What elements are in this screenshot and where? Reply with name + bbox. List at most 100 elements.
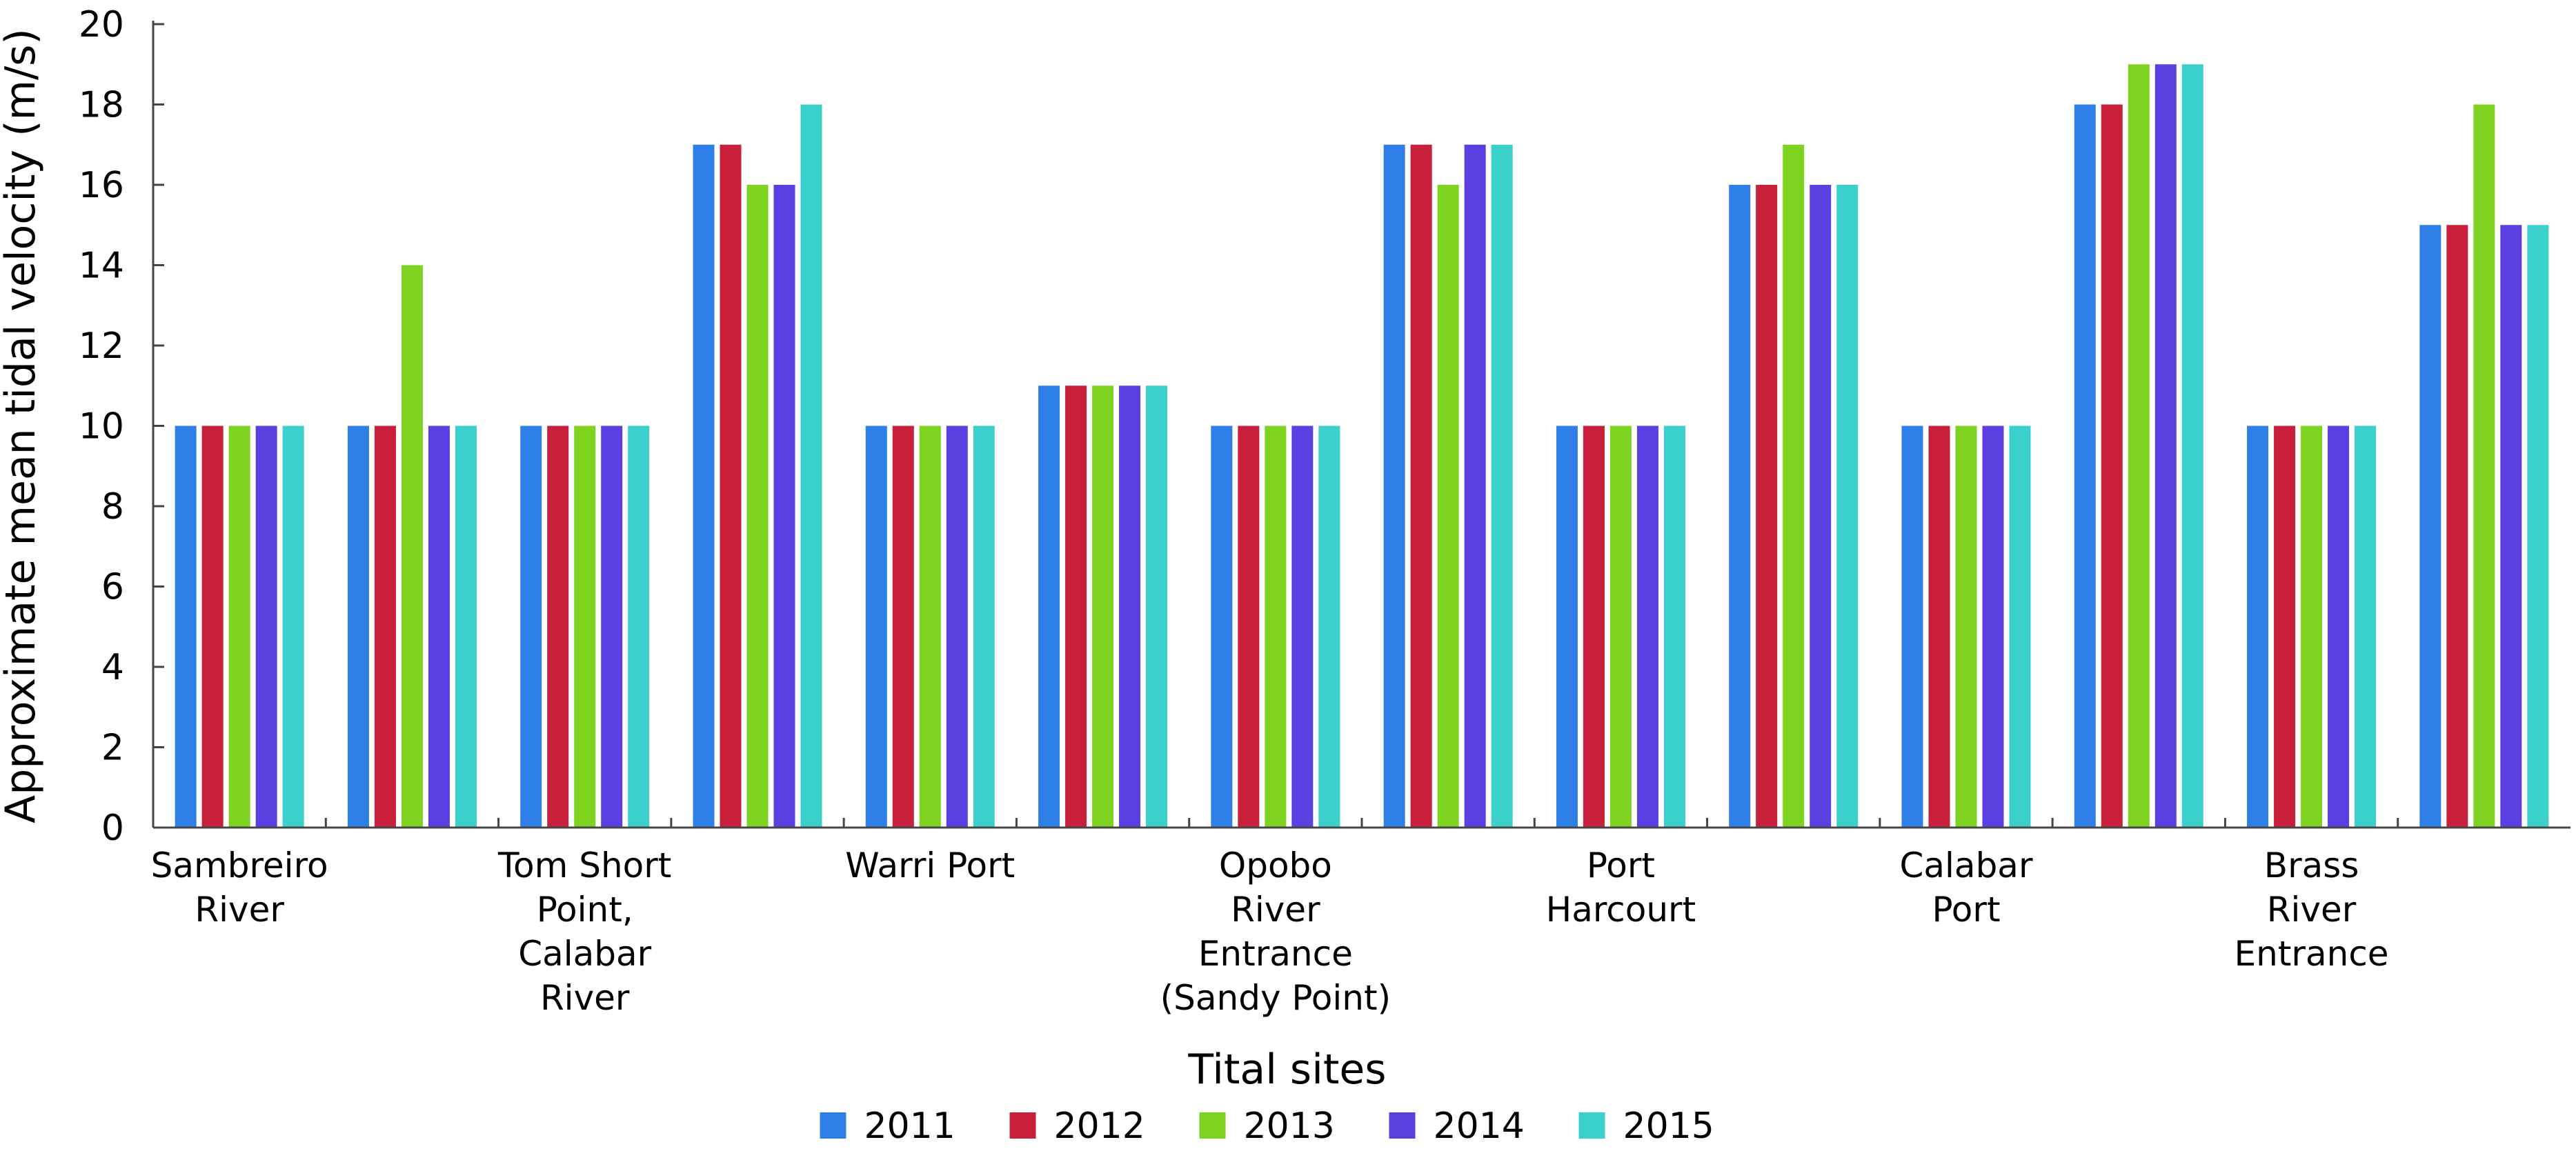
x-category-label-line: (Sandy Point) xyxy=(1160,978,1391,1018)
legend-label-2013: 2013 xyxy=(1244,1105,1335,1147)
bar-2015-13 xyxy=(2527,225,2549,828)
x-category-label-line: Brass xyxy=(2264,845,2359,885)
bar-2012-10 xyxy=(1928,426,1950,828)
legend-swatch-2015 xyxy=(1578,1112,1605,1139)
axes-group xyxy=(152,21,2570,829)
bar-2015-3 xyxy=(800,104,822,828)
bar-2011-6 xyxy=(1211,426,1233,828)
bar-2012-12 xyxy=(2274,426,2296,828)
y-tick-label: 2 xyxy=(101,728,124,769)
bar-2012-7 xyxy=(1410,144,1432,828)
x-category-label-line: Calabar xyxy=(1899,845,2032,885)
bar-2015-10 xyxy=(2009,426,2031,828)
bar-2014-7 xyxy=(1464,144,1486,828)
bar-2013-12 xyxy=(2301,426,2323,828)
legend-label-2012: 2012 xyxy=(1054,1105,1145,1147)
bar-2011-10 xyxy=(1901,426,1923,828)
bar-2014-9 xyxy=(1810,185,1832,828)
y-tick-label: 18 xyxy=(79,85,124,126)
bar-2013-0 xyxy=(228,426,250,828)
bar-2011-13 xyxy=(2419,225,2441,828)
bar-2011-7 xyxy=(1383,144,1405,828)
legend-label-2015: 2015 xyxy=(1623,1105,1714,1147)
bar-2014-8 xyxy=(1636,426,1658,828)
bar-2011-1 xyxy=(347,426,369,828)
y-tick-label: 0 xyxy=(101,808,124,849)
x-category-label: Port Harcourt xyxy=(1546,845,1696,930)
bar-2014-3 xyxy=(773,185,795,828)
x-category-label-line: Sambreiro xyxy=(151,845,328,885)
bar-2015-1 xyxy=(455,426,477,828)
x-category-label: Sambreiro River xyxy=(151,845,328,930)
bar-2012-5 xyxy=(1065,386,1087,828)
bar-2014-0 xyxy=(255,426,277,828)
legend-label-2014: 2014 xyxy=(1434,1105,1525,1147)
legend-swatch-2011 xyxy=(820,1112,846,1139)
x-category-label-line: Tom Short xyxy=(497,845,671,885)
bar-2012-4 xyxy=(892,426,914,828)
bar-2012-2 xyxy=(547,426,569,828)
bar-2013-10 xyxy=(1955,426,1977,828)
bar-2012-6 xyxy=(1238,426,1260,828)
bar-2011-4 xyxy=(865,426,887,828)
bar-2015-5 xyxy=(1146,386,1168,828)
bar-2014-2 xyxy=(601,426,623,828)
x-category-label-line: Point, xyxy=(537,890,633,930)
bar-2012-8 xyxy=(1583,426,1605,828)
bar-2013-13 xyxy=(2473,104,2495,828)
bar-2013-6 xyxy=(1265,426,1287,828)
bar-2014-4 xyxy=(946,426,968,828)
x-category-label-line: Calabar xyxy=(518,934,651,974)
x-category-label-line: Entrance xyxy=(1198,934,1353,974)
bar-2012-11 xyxy=(2101,104,2123,828)
bar-2014-6 xyxy=(1291,426,1314,828)
bar-2013-5 xyxy=(1092,386,1114,828)
x-category-label-line: Entrance xyxy=(2235,934,2389,974)
legend: 2011 2012 2013 2014 2015 xyxy=(820,1105,1714,1147)
bar-2012-3 xyxy=(720,144,742,828)
bar-2013-8 xyxy=(1609,426,1632,828)
bar-2011-9 xyxy=(1729,185,1751,828)
x-category-label: Calabar Port xyxy=(1899,845,2032,930)
bar-2014-12 xyxy=(2328,426,2350,828)
legend-swatch-2012 xyxy=(1009,1112,1036,1139)
bar-2014-5 xyxy=(1119,386,1141,828)
bar-2015-7 xyxy=(1491,144,1513,828)
x-category-label: Brass River Entrance xyxy=(2235,845,2389,974)
bar-2012-0 xyxy=(201,426,224,828)
bar-2014-11 xyxy=(2154,64,2177,828)
x-category-label-line: Warri Port xyxy=(845,845,1015,885)
bar-2015-11 xyxy=(2181,64,2203,828)
bar-2011-5 xyxy=(1038,386,1060,828)
bar-2013-4 xyxy=(919,426,941,828)
x-category-label-line: River xyxy=(195,890,284,930)
bar-2011-11 xyxy=(2074,104,2096,828)
x-category-label: Warri Port xyxy=(845,845,1015,885)
y-tick-label: 16 xyxy=(79,165,124,206)
x-category-label-line: Port xyxy=(1587,845,1655,885)
x-category-label-line: River xyxy=(540,978,630,1018)
bar-2015-4 xyxy=(973,426,995,828)
x-category-label-line: Opobo xyxy=(1219,845,1332,885)
bar-2011-0 xyxy=(175,426,197,828)
y-tick-label: 20 xyxy=(79,4,124,46)
y-tick-label: 10 xyxy=(79,406,124,448)
bar-2013-1 xyxy=(401,265,423,828)
bar-2014-13 xyxy=(2500,225,2522,828)
legend-label-2011: 2011 xyxy=(864,1105,955,1147)
y-axis-title: Approximate mean tidal velocity (m/s) xyxy=(0,28,45,823)
bar-2015-8 xyxy=(1663,426,1685,828)
bar-2013-2 xyxy=(574,426,596,828)
bar-2011-8 xyxy=(1556,426,1578,828)
x-category-label: Tom Short Point, Calabar River xyxy=(497,845,671,1018)
bar-2013-9 xyxy=(1783,144,1805,828)
bar-2014-10 xyxy=(1982,426,2004,828)
x-category-label: Opobo River Entrance (Sandy Point) xyxy=(1160,845,1391,1018)
x-category-label-line: Port xyxy=(1932,890,2000,930)
bar-2012-13 xyxy=(2446,225,2468,828)
bar-2015-6 xyxy=(1318,426,1340,828)
x-category-label-line: Harcourt xyxy=(1546,890,1696,930)
bars-group xyxy=(175,64,2549,828)
